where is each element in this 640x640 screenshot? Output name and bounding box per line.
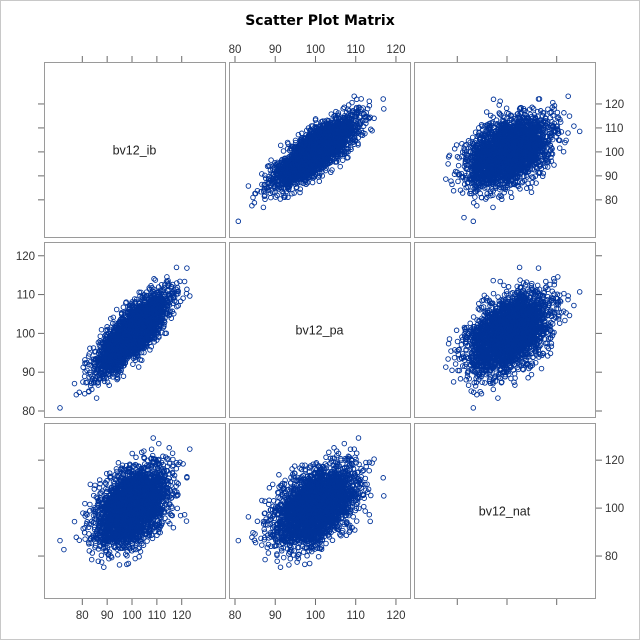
data-point xyxy=(262,196,268,203)
data-point xyxy=(297,189,303,196)
scatter-points xyxy=(57,93,583,570)
cell-frame-bv12_ib-bv12_ib xyxy=(44,62,226,238)
panel-bv12_ib-vs-bv12_pa xyxy=(235,93,387,225)
data-point xyxy=(328,169,334,176)
chart-title: Scatter Plot Matrix xyxy=(245,13,395,29)
cell-frame-bv12_pa-bv12_pa xyxy=(229,242,411,418)
data-point xyxy=(337,163,343,170)
cell-frame-bv12_nat-bv12_nat xyxy=(414,423,596,599)
